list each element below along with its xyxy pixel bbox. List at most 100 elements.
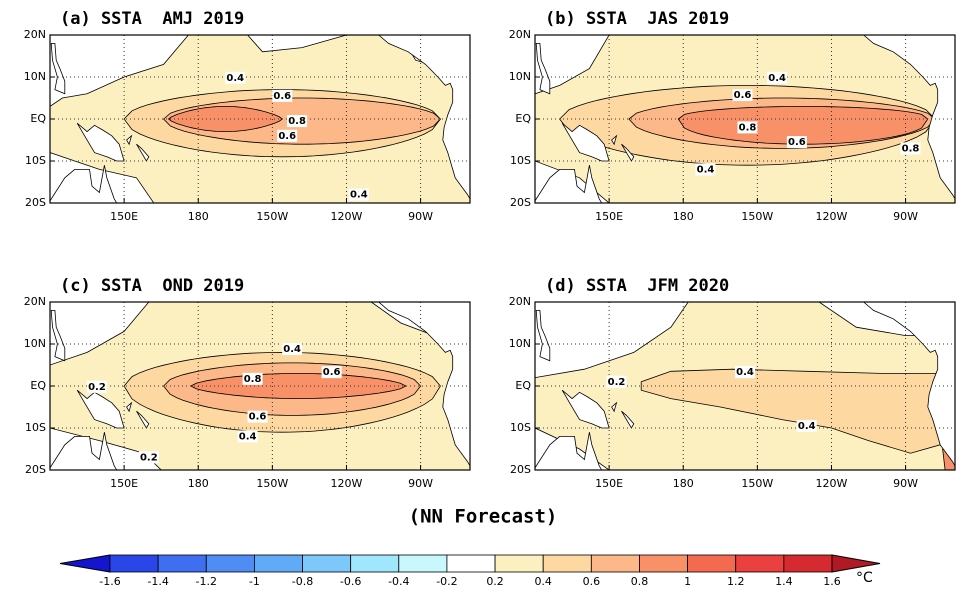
contour-label-bg <box>225 71 246 84</box>
caption: (NN Forecast) <box>409 506 558 528</box>
x-tick-label: 180 <box>673 210 694 223</box>
contour-label-bg <box>277 129 298 142</box>
contour-label-bg <box>735 366 755 379</box>
y-tick-label: 10S <box>25 421 46 434</box>
colorbar-box <box>253 554 303 573</box>
x-tick-label: 90W <box>408 477 433 490</box>
x-tick-label: 90W <box>408 210 433 223</box>
contour-label: 0.6 <box>788 137 806 148</box>
x-tick-label: 150E <box>110 477 138 490</box>
y-tick-label: 10N <box>24 70 46 83</box>
y-tick-label: 10S <box>510 154 531 167</box>
contour-label-bg <box>237 430 258 443</box>
land <box>862 302 955 470</box>
contour-label-bg <box>287 115 308 128</box>
x-tick-label: 150E <box>595 210 623 223</box>
colorbar-tick-label: 0.2 <box>486 575 504 588</box>
contour-label-bg <box>272 89 293 102</box>
contour-label-bg <box>282 343 303 356</box>
contour-label-bg <box>786 136 807 149</box>
colorbar-box <box>687 554 737 573</box>
contour-label-bg <box>695 163 716 176</box>
land <box>377 302 470 470</box>
contour-label: 0.6 <box>249 412 267 423</box>
y-tick-label: 10S <box>510 421 531 434</box>
colorbar-tick-label: 0.4 <box>534 575 552 588</box>
contour-label-bg <box>321 366 342 379</box>
colorbar-box <box>157 554 207 573</box>
contour-label: 0.2 <box>88 382 106 393</box>
colorbar-tick-label: -1.6 <box>99 575 120 588</box>
y-tick-label: 10N <box>24 337 46 350</box>
colorbar-tick-label: 0.6 <box>583 575 601 588</box>
colorbar-box <box>783 554 833 573</box>
contour-label: 0.4 <box>697 164 715 175</box>
map-panel: 0.2 0.4 0.4 <box>535 302 955 470</box>
contour-label: 0.6 <box>734 90 752 101</box>
island <box>50 165 118 203</box>
island <box>136 410 150 429</box>
y-tick-label: 10N <box>509 70 531 83</box>
y-tick-label: EQ <box>30 379 46 392</box>
y-tick-label: 20N <box>24 295 46 308</box>
low-anomaly-area <box>535 35 610 95</box>
x-tick-label: 120W <box>816 210 848 223</box>
colorbar-box <box>542 554 592 573</box>
contour-label: 0.8 <box>288 116 306 127</box>
x-tick-label: 150W <box>256 210 288 223</box>
contour-label: 0.4 <box>239 431 257 442</box>
panel-title: (a) SSTA AMJ 2019 <box>60 9 244 29</box>
contour-label: 0.4 <box>226 73 244 84</box>
x-tick-label: 120W <box>331 210 363 223</box>
y-tick-label: 20S <box>25 196 46 209</box>
panel-title: (c) SSTA OND 2019 <box>60 276 244 296</box>
low-anomaly-area <box>535 302 689 379</box>
colorbar-end <box>831 554 881 573</box>
x-tick-label: 180 <box>188 210 209 223</box>
contour-label: 0.8 <box>739 122 757 133</box>
island <box>136 143 150 162</box>
contour-label-bg <box>900 142 921 155</box>
contour-label: 0.4 <box>736 367 754 378</box>
colorbar-box <box>302 554 352 573</box>
colorbar-box <box>735 554 785 573</box>
colorbar-tick-label: -0.2 <box>436 575 457 588</box>
island <box>50 43 66 95</box>
colorbar-unit: °C <box>856 570 873 586</box>
contour-label-bg <box>737 121 758 134</box>
island <box>561 389 610 429</box>
island <box>50 309 66 362</box>
map-panel: 0.4 0.6 0.8 0.6 0.4 <box>50 35 470 203</box>
island <box>76 389 125 429</box>
contour-label: 0.6 <box>323 367 341 378</box>
colorbar-tick-label: 1 <box>684 575 691 588</box>
y-tick-label: 10N <box>509 337 531 350</box>
colorbar-tick-label: 1.6 <box>823 575 841 588</box>
x-tick-label: 120W <box>331 477 363 490</box>
panel-title: (b) SSTA JAS 2019 <box>545 9 729 29</box>
x-tick-label: 150E <box>595 477 623 490</box>
map-frame <box>49 34 471 204</box>
island <box>561 122 610 162</box>
colorbar-tick-label: -1.4 <box>147 575 168 588</box>
y-tick-label: 20S <box>510 463 531 476</box>
island <box>611 401 618 413</box>
colorbar-box <box>398 554 448 573</box>
y-tick-label: 20N <box>509 295 531 308</box>
contour-label-bg <box>796 419 817 432</box>
colorbar-box <box>109 554 159 573</box>
y-tick-label: 20S <box>25 463 46 476</box>
island <box>126 134 133 146</box>
contour-label-bg <box>606 375 627 388</box>
contour-label-bg <box>348 188 369 201</box>
y-tick-label: 20N <box>509 28 531 41</box>
colorbar-end <box>59 554 111 573</box>
contour-label: 0.4 <box>350 190 368 201</box>
contour-label: 0.2 <box>608 377 626 388</box>
y-tick-label: 20S <box>510 196 531 209</box>
colorbar-tick-label: 0.8 <box>631 575 649 588</box>
colorbar-tick-label: -0.6 <box>340 575 361 588</box>
contour-label: 0.8 <box>902 143 920 154</box>
x-tick-label: 150W <box>741 477 773 490</box>
